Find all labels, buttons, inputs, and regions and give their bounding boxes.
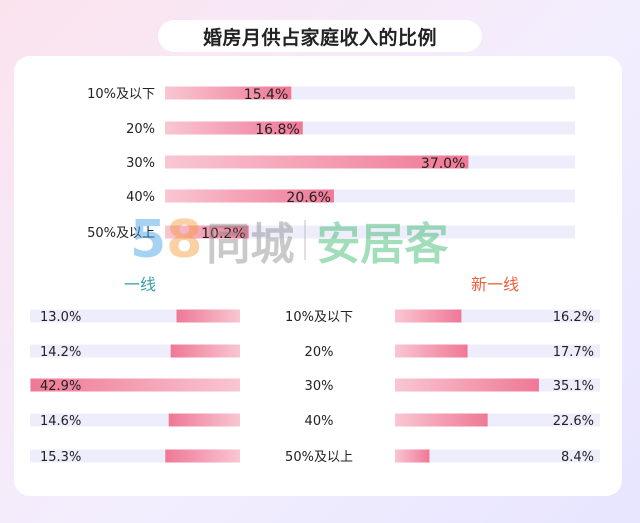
newtier1-bar xyxy=(395,413,488,427)
tier1-title: 一线 xyxy=(124,275,156,294)
main-category-label: 10%及以下 xyxy=(87,87,155,102)
main-value-label: 15.4% xyxy=(244,87,288,103)
tier1-bar xyxy=(168,413,240,427)
main-value-label: 16.8% xyxy=(255,122,299,138)
tier1-value-label: 14.2% xyxy=(40,345,81,360)
bottom-category-label: 10%及以下 xyxy=(285,310,353,325)
main-value-label: 10.2% xyxy=(201,226,245,242)
tier1-bar xyxy=(176,309,240,323)
newtier1-value-label: 22.6% xyxy=(553,414,594,429)
bottom-category-label: 20% xyxy=(305,345,334,360)
main-category-label: 40% xyxy=(126,190,155,205)
main-category-label: 20% xyxy=(126,122,155,137)
main-bar xyxy=(165,155,469,169)
bottom-category-label: 50%及以上 xyxy=(285,450,353,465)
tier1-bar xyxy=(170,344,240,358)
newtier1-value-label: 17.7% xyxy=(553,345,594,360)
main-value-label: 37.0% xyxy=(421,156,465,172)
tier1-bar xyxy=(30,378,240,392)
main-bar xyxy=(165,86,292,100)
tier1-value-label: 14.6% xyxy=(40,414,81,429)
chart-title: 婚房月供占家庭收入的比例 xyxy=(158,20,482,52)
newtier1-bar xyxy=(395,449,430,463)
bottom-category-label: 40% xyxy=(305,414,334,429)
newtier1-value-label: 35.1% xyxy=(553,379,594,394)
main-bar xyxy=(165,225,249,239)
newtier1-title: 新一线 xyxy=(471,275,519,294)
newtier1-bar-track xyxy=(395,449,600,463)
main-bar xyxy=(165,189,334,203)
tier1-value-label: 42.9% xyxy=(40,379,81,394)
tier1-bar xyxy=(165,449,240,463)
newtier1-bar xyxy=(395,344,468,358)
main-category-label: 30% xyxy=(126,156,155,171)
main-bar-track xyxy=(165,225,575,239)
main-bar xyxy=(165,121,303,135)
newtier1-value-label: 8.4% xyxy=(561,450,594,465)
newtier1-bar xyxy=(395,378,539,392)
bottom-category-label: 30% xyxy=(305,379,334,394)
newtier1-value-label: 16.2% xyxy=(553,310,594,325)
newtier1-bar xyxy=(395,309,462,323)
main-category-label: 50%及以上 xyxy=(87,226,155,241)
tier1-value-label: 15.3% xyxy=(40,450,81,465)
main-value-label: 20.6% xyxy=(286,190,330,206)
tier1-value-label: 13.0% xyxy=(40,310,81,325)
